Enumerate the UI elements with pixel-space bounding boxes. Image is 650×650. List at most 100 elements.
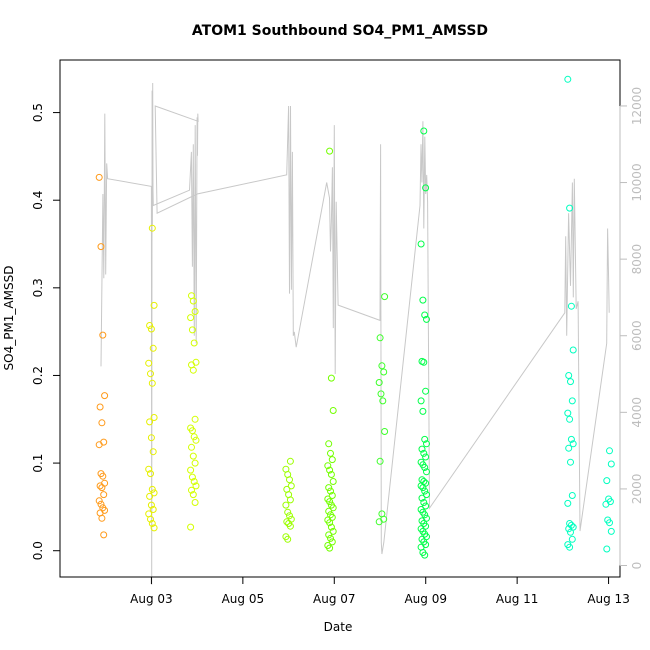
data-point xyxy=(190,339,198,347)
data-point xyxy=(422,387,430,395)
y-tick-label: 0.5 xyxy=(31,103,45,122)
data-point xyxy=(329,527,337,535)
data-point xyxy=(282,501,290,509)
data-point xyxy=(145,359,153,367)
data-point xyxy=(423,491,430,499)
data-point xyxy=(149,506,157,513)
data-point xyxy=(419,407,427,415)
data-point xyxy=(606,519,613,527)
data-point xyxy=(329,407,337,414)
data-point xyxy=(569,440,577,448)
data-point xyxy=(326,466,334,474)
data-point xyxy=(192,436,200,444)
plot-box xyxy=(59,59,621,578)
data-point xyxy=(329,504,337,512)
data-point xyxy=(565,444,573,452)
y2-tick-label: 12000 xyxy=(630,87,644,125)
data-point xyxy=(419,484,427,492)
y2-tick-label: 6000 xyxy=(630,320,644,351)
data-point xyxy=(421,487,429,495)
data-point xyxy=(284,508,292,516)
data-point xyxy=(417,482,425,490)
data-point xyxy=(564,499,572,507)
data-point xyxy=(150,489,158,497)
data-point xyxy=(283,518,291,526)
data-point xyxy=(422,453,430,461)
data-point xyxy=(567,435,575,443)
data-point xyxy=(190,433,198,441)
data-point xyxy=(95,497,103,505)
y-tick-label: 0.3 xyxy=(31,278,45,297)
data-point xyxy=(189,452,197,460)
data-point xyxy=(191,415,199,423)
y-tick-label: 0.2 xyxy=(31,366,45,385)
data-point xyxy=(327,534,334,542)
data-point xyxy=(423,468,430,476)
data-point xyxy=(148,379,156,387)
data-point xyxy=(96,403,104,411)
data-point xyxy=(100,438,108,446)
x-axis: Aug 03 Aug 05 Aug 07 Aug 09 Aug 11 Aug 13 xyxy=(130,576,630,606)
data-point xyxy=(327,487,334,495)
points-layer xyxy=(95,75,615,559)
y-tick-label: 0.1 xyxy=(31,454,45,473)
data-point xyxy=(148,485,156,493)
data-point xyxy=(146,322,154,329)
data-point xyxy=(96,482,104,490)
x-tick-label: Aug 11 xyxy=(496,592,539,606)
data-point xyxy=(326,519,334,527)
data-point xyxy=(99,472,107,480)
y-tick-label: 0.0 xyxy=(31,541,45,560)
data-point xyxy=(99,331,107,339)
data-point xyxy=(603,545,611,553)
data-point xyxy=(326,147,334,155)
data-point xyxy=(420,358,428,366)
data-point xyxy=(419,296,427,304)
data-point xyxy=(602,500,610,508)
data-point xyxy=(97,500,105,508)
data-point xyxy=(567,458,574,466)
data-point xyxy=(324,462,332,470)
data-point xyxy=(417,240,425,248)
data-point xyxy=(286,522,294,530)
data-point xyxy=(422,184,430,192)
data-point xyxy=(567,302,575,310)
data-point xyxy=(148,224,156,232)
data-point xyxy=(187,523,195,531)
data-point xyxy=(418,494,426,502)
data-point xyxy=(421,551,429,559)
data-point xyxy=(423,315,430,323)
data-point xyxy=(375,518,383,526)
data-point xyxy=(566,543,574,551)
data-point xyxy=(378,362,386,370)
data-point xyxy=(328,456,336,464)
data-point xyxy=(325,484,333,492)
data-point xyxy=(607,460,615,468)
data-point xyxy=(421,435,429,443)
data-point xyxy=(286,476,293,484)
data-point xyxy=(98,514,106,522)
data-point xyxy=(100,491,108,499)
data-point xyxy=(147,470,154,478)
data-point xyxy=(147,370,154,378)
data-point xyxy=(101,479,109,487)
y2-tick-label: 8000 xyxy=(630,244,644,275)
data-point xyxy=(101,392,109,400)
data-point xyxy=(286,512,293,520)
data-point xyxy=(187,314,195,322)
data-point xyxy=(145,465,153,473)
data-point xyxy=(423,440,430,448)
data-point xyxy=(188,473,196,481)
data-point xyxy=(287,482,295,490)
data-point xyxy=(418,445,426,453)
y-axis: 0.0 0.1 0.2 0.3 0.4 0.5 xyxy=(31,103,61,560)
data-point xyxy=(147,515,154,523)
data-point xyxy=(566,204,574,212)
data-point xyxy=(381,428,389,435)
data-point xyxy=(603,477,611,485)
data-point xyxy=(420,127,428,135)
data-point xyxy=(189,297,197,305)
data-point xyxy=(417,397,425,405)
data-point xyxy=(188,326,196,334)
data-point xyxy=(189,491,197,499)
